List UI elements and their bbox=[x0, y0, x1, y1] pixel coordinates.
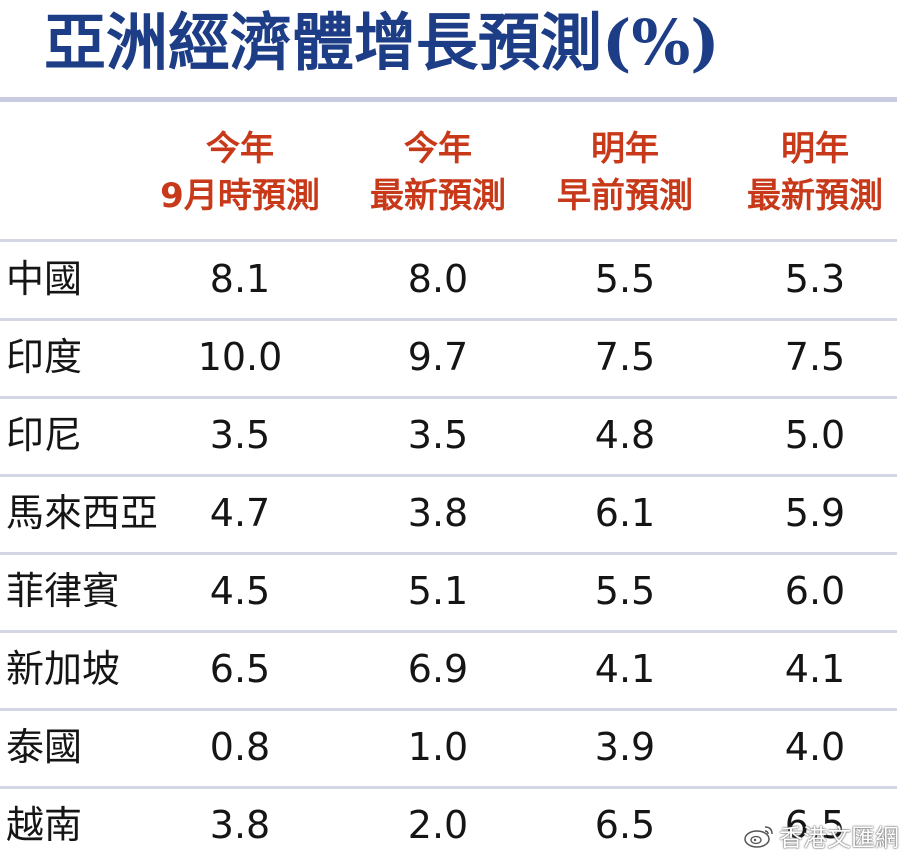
value-cell: 6.9 bbox=[407, 647, 469, 691]
column-header-line2: 9月時預測 bbox=[160, 176, 320, 216]
table-row: 馬來西亞 4.7 3.8 6.1 5.9 bbox=[0, 474, 907, 552]
watermark-text: 香港文匯網 bbox=[779, 824, 899, 852]
row-divider bbox=[0, 396, 897, 399]
country-cell: 越南 bbox=[6, 803, 83, 847]
table-row: 中國 8.1 8.0 5.5 5.3 bbox=[0, 240, 907, 318]
value-cell: 1.0 bbox=[407, 725, 469, 769]
chart-title: 亞洲經濟體增長預測(%) bbox=[44, 6, 720, 79]
value-cell: 7.5 bbox=[594, 335, 656, 379]
value-cell: 4.1 bbox=[594, 647, 656, 691]
country-cell: 泰國 bbox=[6, 725, 83, 769]
value-cell: 6.1 bbox=[594, 491, 656, 535]
value-cell: 9.7 bbox=[407, 335, 469, 379]
country-cell: 印尼 bbox=[6, 413, 83, 457]
row-divider bbox=[0, 239, 897, 242]
column-header-line2: 最新預測 bbox=[370, 176, 506, 216]
value-cell: 2.0 bbox=[407, 803, 469, 847]
value-cell: 3.5 bbox=[407, 413, 469, 457]
watermark: 香港文匯網 bbox=[743, 818, 899, 853]
value-cell: 3.5 bbox=[209, 413, 271, 457]
column-header-this-year-sept: 今年 9月時預測 bbox=[150, 126, 330, 220]
column-header-next-year-latest: 明年 最新預測 bbox=[725, 126, 905, 220]
value-cell: 3.8 bbox=[407, 491, 469, 535]
table-row: 新加坡 6.5 6.9 4.1 4.1 bbox=[0, 630, 907, 708]
column-header-line1: 明年 bbox=[591, 129, 659, 169]
value-cell: 6.0 bbox=[784, 569, 846, 613]
column-header-line1: 明年 bbox=[781, 129, 849, 169]
value-cell: 6.5 bbox=[784, 803, 846, 847]
column-header-line1: 今年 bbox=[404, 129, 472, 169]
table-row: 菲律賓 4.5 5.1 5.5 6.0 bbox=[0, 552, 907, 630]
value-cell: 4.0 bbox=[784, 725, 846, 769]
value-cell: 4.8 bbox=[594, 413, 656, 457]
country-cell: 新加坡 bbox=[6, 647, 121, 691]
table-row: 印度 10.0 9.7 7.5 7.5 bbox=[0, 318, 907, 396]
value-cell: 5.9 bbox=[784, 491, 846, 535]
row-divider bbox=[0, 630, 897, 633]
column-header-line2: 最新預測 bbox=[747, 176, 883, 216]
column-header-line1: 今年 bbox=[206, 129, 274, 169]
value-cell: 5.0 bbox=[784, 413, 846, 457]
table-row: 越南 3.8 2.0 6.5 6.5 bbox=[0, 786, 907, 864]
country-cell: 馬來西亞 bbox=[6, 491, 159, 535]
value-cell: 6.5 bbox=[209, 647, 271, 691]
value-cell: 3.8 bbox=[209, 803, 271, 847]
value-cell: 8.1 bbox=[209, 257, 271, 301]
table-row: 印尼 3.5 3.5 4.8 5.0 bbox=[0, 396, 907, 474]
table-row: 泰國 0.8 1.0 3.9 4.0 bbox=[0, 708, 907, 786]
value-cell: 8.0 bbox=[407, 257, 469, 301]
value-cell: 6.5 bbox=[594, 803, 656, 847]
column-header-next-year-earlier: 明年 早前預測 bbox=[535, 126, 715, 220]
value-cell: 4.1 bbox=[784, 647, 846, 691]
value-cell: 5.5 bbox=[594, 257, 656, 301]
row-divider bbox=[0, 786, 897, 789]
value-cell: 3.9 bbox=[594, 725, 656, 769]
column-header-row: 今年 9月時預測 今年 最新預測 明年 早前預測 明年 最新預測 bbox=[0, 126, 907, 226]
value-cell: 4.5 bbox=[209, 569, 271, 613]
row-divider bbox=[0, 318, 897, 321]
column-header-line2: 早前預測 bbox=[557, 176, 693, 216]
value-cell: 5.3 bbox=[784, 257, 846, 301]
value-cell: 5.1 bbox=[407, 569, 469, 613]
weibo-icon bbox=[744, 825, 773, 848]
country-cell: 印度 bbox=[6, 335, 83, 379]
value-cell: 10.0 bbox=[197, 335, 283, 379]
row-divider bbox=[0, 552, 897, 555]
value-cell: 5.5 bbox=[594, 569, 656, 613]
country-cell: 中國 bbox=[6, 257, 83, 301]
column-header-this-year-latest: 今年 最新預測 bbox=[348, 126, 528, 220]
row-divider bbox=[0, 474, 897, 477]
row-divider bbox=[0, 708, 897, 711]
value-cell: 7.5 bbox=[784, 335, 846, 379]
value-cell: 0.8 bbox=[209, 725, 271, 769]
country-cell: 菲律賓 bbox=[6, 569, 121, 613]
title-divider bbox=[0, 97, 897, 102]
value-cell: 4.7 bbox=[209, 491, 271, 535]
